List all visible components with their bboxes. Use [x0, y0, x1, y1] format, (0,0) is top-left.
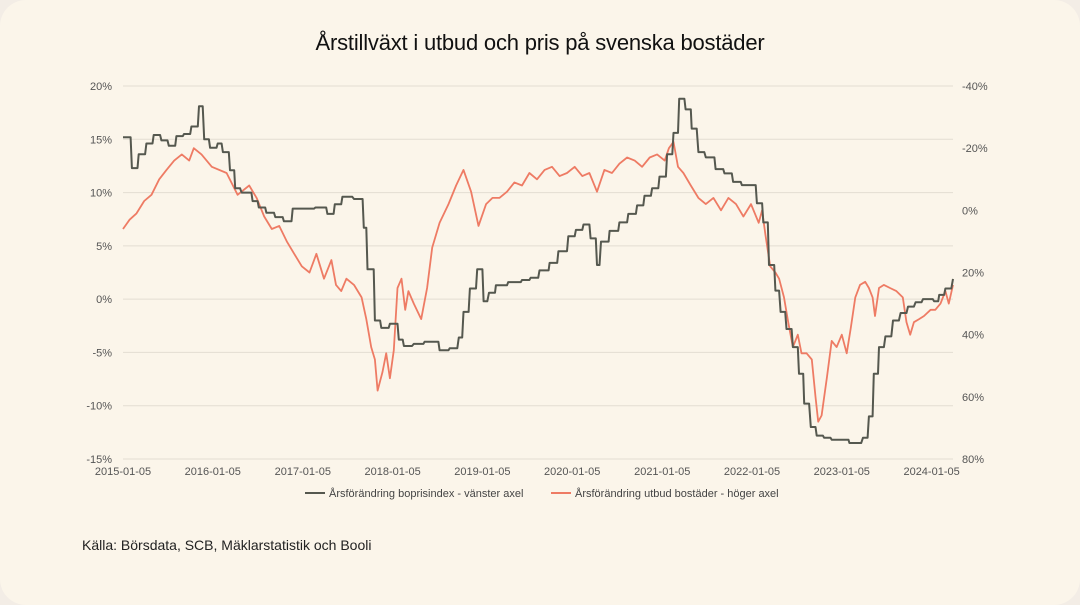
right-axis-ticks: -40% -20% 0% 20% 40% 60% 80% — [962, 81, 988, 466]
series-line-supply — [122, 141, 954, 423]
x-axis-tick: 2018-01-05 — [364, 466, 420, 478]
x-axis-tick: 2019-01-05 — [454, 466, 510, 478]
gridlines — [123, 85, 953, 460]
legend-item-price-index-label: Årsförändring boprisindex - vänster axel — [329, 487, 523, 500]
x-axis-tick: 2023-01-05 — [814, 466, 870, 478]
x-axis-tick: 2021-01-05 — [634, 466, 690, 478]
left-axis-tick: 0% — [96, 294, 112, 306]
right-axis-tick: 40% — [962, 330, 984, 342]
right-axis-tick: -40% — [962, 81, 988, 93]
x-axis-tick: 2016-01-05 — [185, 466, 241, 478]
series-line-price-index — [123, 97, 954, 444]
right-axis-tick: -20% — [962, 143, 988, 155]
right-axis-tick: 80% — [962, 454, 984, 466]
chart-title: Årstillväxt i utbud och pris på svenska … — [315, 30, 765, 55]
left-axis-tick: -10% — [86, 401, 112, 413]
source-note: Källa: Börsdata, SCB, Mäklarstatistik oc… — [82, 537, 372, 553]
right-axis-tick: 60% — [962, 392, 984, 404]
x-axis-tick: 2022-01-05 — [724, 466, 780, 478]
legend-item-supply-label: Årsförändring utbud bostäder - höger axe… — [575, 487, 779, 500]
left-axis-tick: 5% — [96, 241, 112, 253]
left-axis-tick: 10% — [90, 188, 112, 200]
x-axis-ticks: 2015-01-05 2016-01-05 2017-01-05 2018-01-05… — [95, 466, 960, 478]
right-axis-tick: 0% — [962, 205, 978, 217]
series-lines — [122, 97, 954, 444]
left-axis-tick: -15% — [86, 454, 112, 466]
left-axis-tick: -5% — [92, 347, 112, 359]
left-axis-tick: 15% — [90, 134, 112, 146]
x-axis-tick: 2015-01-05 — [95, 466, 151, 478]
x-axis-tick: 2020-01-05 — [544, 466, 600, 478]
left-axis-ticks: 20% 15% 10% 5% 0% -5% -10% -15% — [86, 81, 112, 466]
x-axis-tick: 2017-01-05 — [275, 466, 331, 478]
right-axis-tick: 20% — [962, 268, 984, 280]
legend: Årsförändring boprisindex - vänster axel… — [305, 487, 779, 500]
left-axis-tick: 20% — [90, 81, 112, 93]
x-axis-tick: 2024-01-05 — [903, 466, 959, 478]
